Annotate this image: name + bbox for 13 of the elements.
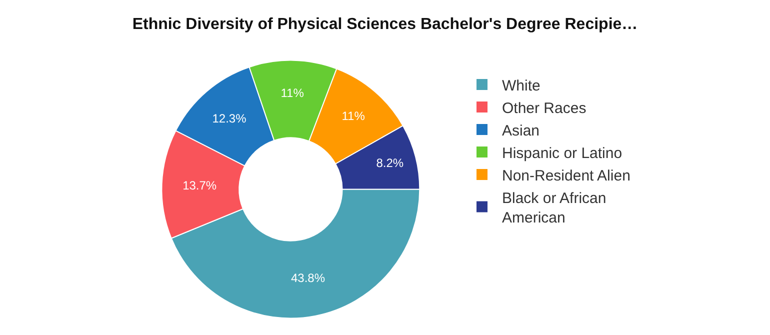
legend-label: White bbox=[502, 77, 540, 94]
legend-label: Black or African American bbox=[502, 190, 606, 226]
data-label: 11% bbox=[280, 86, 304, 100]
legend-label: Asian bbox=[502, 122, 540, 140]
data-label: 13.7% bbox=[182, 178, 217, 193]
data-label: 43.8% bbox=[290, 270, 326, 285]
legend-label: Hispanic or Latino bbox=[502, 144, 622, 162]
legend-label: Non-Resident Alien bbox=[502, 167, 630, 184]
data-label: 11% bbox=[342, 109, 366, 124]
data-label: 8.2% bbox=[376, 156, 404, 170]
legend-label: Other Races bbox=[502, 100, 586, 117]
chart-title: Ethnic Diversity of Physical Sciences Bachelor's Degree Recipie… bbox=[132, 16, 638, 34]
data-label: 12.3% bbox=[212, 111, 247, 126]
